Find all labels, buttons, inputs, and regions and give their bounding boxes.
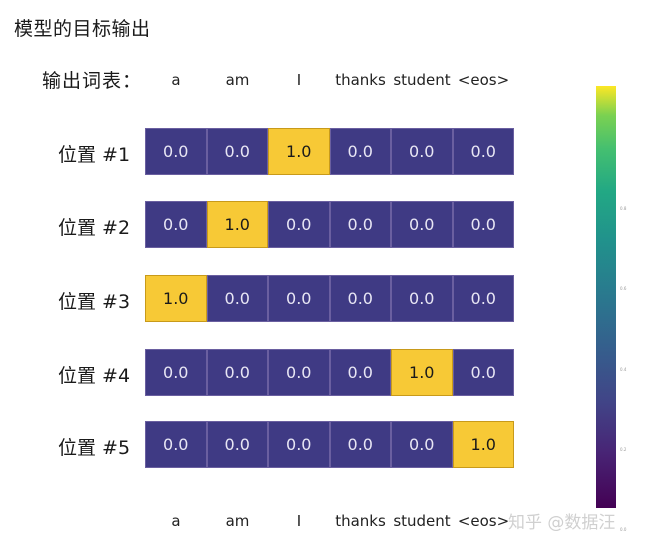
bottom-vocab-word-3: thanks	[335, 512, 386, 530]
row-label-2: 位置 #2	[58, 217, 131, 239]
bottom-vocab-word-1: am	[225, 512, 250, 530]
heatmap-cell-r3-c1: 1.0	[145, 275, 207, 322]
heatmap-cell-r2-c5: 0.0	[391, 201, 453, 248]
heatmap-cell-r3-c5: 0.0	[391, 275, 453, 322]
watermark: 知乎 @数据汪	[508, 513, 616, 533]
colorbar-tick-1: 0.6	[620, 286, 627, 292]
row-label-1: 位置 #1	[58, 144, 131, 166]
heatmap-cell-r2-c1: 0.0	[145, 201, 207, 248]
row-label-4: 位置 #4	[58, 365, 131, 387]
colorbar-tick-2: 0.4	[620, 366, 627, 372]
heatmap-cell-r4-c3: 0.0	[268, 349, 330, 396]
heatmap-cell-r4-c5: 1.0	[391, 349, 453, 396]
top-vocab-word-4: student	[393, 71, 451, 89]
heatmap-cell-r2-c3: 0.0	[268, 201, 330, 248]
top-vocab-word-0: a	[171, 71, 181, 89]
top-vocab-word-2: I	[296, 71, 302, 89]
heatmap-cell-r4-c6: 0.0	[452, 349, 514, 396]
colorbar-tick-3: 0.2	[620, 446, 627, 452]
bottom-vocab-word-5: <eos>	[457, 512, 510, 530]
heatmap-cell-r1-c6: 0.0	[452, 128, 514, 175]
heatmap-cell-r3-c2: 0.0	[206, 275, 268, 322]
bottom-vocab-word-0: a	[171, 512, 181, 530]
heatmap-cell-r2-c4: 0.0	[329, 201, 391, 248]
heatmap-cell-r2-c6: 0.0	[452, 201, 514, 248]
heatmap-cell-r5-c1: 0.0	[145, 421, 207, 468]
colorbar-gradient	[596, 86, 616, 508]
heatmap-cell-r5-c4: 0.0	[329, 421, 391, 468]
bottom-vocab-word-2: I	[296, 512, 302, 530]
chart-title: 模型的目标输出	[14, 18, 151, 40]
top-vocab-word-1: am	[225, 71, 250, 89]
heatmap-cell-r4-c4: 0.0	[329, 349, 391, 396]
vocab-label: 输出词表：	[42, 70, 143, 92]
top-vocab-word-3: thanks	[335, 71, 386, 89]
heatmap-cell-r5-c2: 0.0	[206, 421, 268, 468]
heatmap-cell-r1-c1: 0.0	[145, 128, 207, 175]
bottom-vocab-word-4: student	[393, 512, 451, 530]
top-vocab-word-5: <eos>	[457, 71, 510, 89]
heatmap-cell-r1-c4: 0.0	[329, 128, 391, 175]
heatmap-cell-r3-c6: 0.0	[452, 275, 514, 322]
heatmap-cell-r1-c2: 0.0	[206, 128, 268, 175]
heatmap-cell-r1-c3: 1.0	[268, 128, 330, 175]
row-label-3: 位置 #3	[58, 291, 131, 313]
row-label-5: 位置 #5	[58, 437, 131, 459]
heatmap-cell-r1-c5: 0.0	[391, 128, 453, 175]
heatmap-cell-r5-c3: 0.0	[268, 421, 330, 468]
heatmap-cell-r5-c5: 0.0	[391, 421, 453, 468]
heatmap-cell-r3-c4: 0.0	[329, 275, 391, 322]
heatmap-cell-r3-c3: 0.0	[268, 275, 330, 322]
colorbar	[596, 86, 616, 508]
heatmap-cell-r5-c6: 1.0	[452, 421, 514, 468]
heatmap-cell-r4-c2: 0.0	[206, 349, 268, 396]
heatmap-cell-r2-c2: 1.0	[206, 201, 268, 248]
colorbar-tick-0: 0.8	[620, 206, 627, 212]
colorbar-tick-4: 0.0	[620, 526, 627, 532]
heatmap-cell-r4-c1: 0.0	[145, 349, 207, 396]
